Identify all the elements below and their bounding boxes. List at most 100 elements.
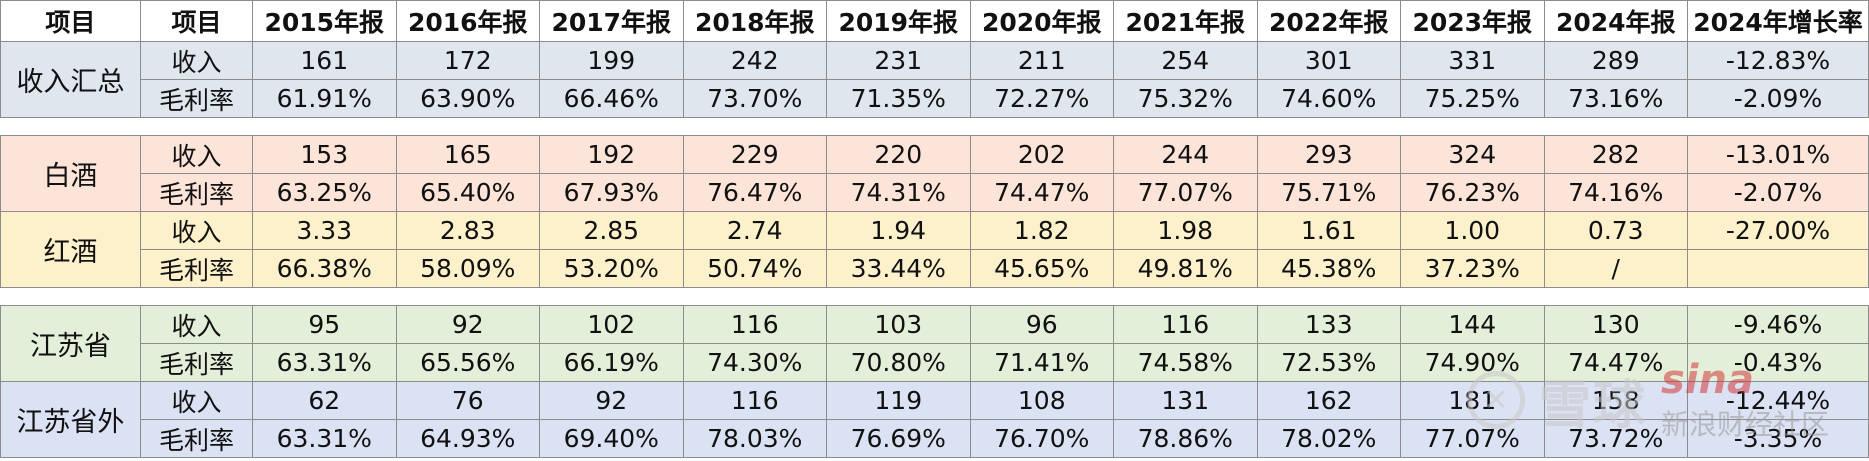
table-cell: 0.73 (1543, 211, 1689, 250)
table-cell: 65.56% (395, 343, 541, 382)
table-cell: 76 (395, 381, 541, 420)
group-name: 江苏省外 (0, 381, 141, 458)
spacer-row (0, 117, 1869, 136)
table-cell: 202 (969, 135, 1115, 174)
table-cell: 231 (826, 41, 971, 80)
table-cell: 119 (826, 381, 971, 420)
table-cell: 62 (252, 381, 397, 420)
table-cell: 64.93% (395, 419, 541, 458)
table-cell: 65.40% (395, 173, 541, 212)
header-item: 项目 (0, 0, 141, 42)
table-cell: 76.23% (1400, 173, 1545, 212)
growth-cell: -13.01% (1687, 135, 1869, 174)
row-label: 收入 (139, 381, 254, 420)
table-row: 白酒 收入 153 165 192 229 220 202 244 293 324 282 -13.01… (0, 135, 1869, 212)
table-row: 毛利率 61.91% 63.90% 66.46% 73.70% 71.35% 72.27% 7… (1, 79, 1869, 118)
growth-cell: -0.43% (1687, 343, 1869, 382)
table-cell: 130 (1543, 305, 1689, 344)
header-year: 2022年报 (1256, 0, 1402, 42)
table-cell: 162 (1256, 381, 1402, 420)
table-cell: 324 (1400, 135, 1545, 174)
table-row: 收入汇总 收入 161 172 199 242 231 211 254 301 331 289 -12.… (0, 41, 1869, 118)
header-row: 项目 项目 2015年报 2016年报 2017年报 2018年报 2019年报… (0, 0, 1869, 42)
table-cell: 282 (1543, 135, 1689, 174)
table-cell: 45.38% (1256, 249, 1402, 288)
table-cell: 72.27% (969, 79, 1115, 118)
header-year: 2023年报 (1400, 0, 1545, 42)
row-label: 收入 (139, 135, 254, 174)
spacer-row (0, 287, 1869, 306)
table-cell: 172 (395, 41, 541, 80)
table-cell: 33.44% (826, 249, 971, 288)
table-cell: 181 (1400, 381, 1545, 420)
table-cell: 77.07% (1400, 419, 1545, 458)
table-cell: / (1543, 249, 1689, 288)
table-cell: 66.46% (539, 79, 684, 118)
table-cell: 69.40% (539, 419, 684, 458)
group-name: 收入汇总 (0, 41, 141, 118)
table-row: 毛利率 63.31% 64.93% 69.40% 78.03% 76.69% 76.70% 7… (1, 419, 1869, 458)
table-cell: 158 (1543, 381, 1689, 420)
table-cell: 63.31% (252, 343, 397, 382)
table-cell: 53.20% (539, 249, 684, 288)
header-year: 2018年报 (682, 0, 828, 42)
table-cell: 96 (969, 305, 1115, 344)
table-cell: 71.35% (826, 79, 971, 118)
spacer-cell (0, 117, 1869, 136)
table-cell: 74.16% (1543, 173, 1689, 212)
table-cell: 73.16% (1543, 79, 1689, 118)
row-label: 毛利率 (139, 79, 254, 118)
group-name: 白酒 (0, 135, 141, 212)
table-cell: 108 (969, 381, 1115, 420)
table-cell: 73.70% (682, 79, 828, 118)
table-cell: 220 (826, 135, 971, 174)
table-cell: 153 (252, 135, 397, 174)
table-cell: 70.80% (826, 343, 971, 382)
table-cell: 192 (539, 135, 684, 174)
table-cell: 63.31% (252, 419, 397, 458)
table-cell: 2.85 (539, 211, 684, 250)
table-cell: 1.61 (1256, 211, 1402, 250)
table-cell: 1.00 (1400, 211, 1545, 250)
table-cell: 78.86% (1113, 419, 1258, 458)
table-cell: 3.33 (252, 211, 397, 250)
table-cell: 74.58% (1113, 343, 1258, 382)
table-cell: 71.41% (969, 343, 1115, 382)
table-cell: 77.07% (1113, 173, 1258, 212)
table-cell: 72.53% (1256, 343, 1402, 382)
table-row: 江苏省 收入 95 92 102 116 103 96 116 133 144 130 -9.46% (0, 305, 1869, 382)
group-name: 红酒 (0, 211, 141, 288)
group-name: 江苏省 (0, 305, 141, 382)
table-cell: 144 (1400, 305, 1545, 344)
header-year: 2019年报 (826, 0, 971, 42)
table-row: 红酒 收入 3.33 2.83 2.85 2.74 1.94 1.82 1.98 1.61 1.00… (0, 211, 1869, 288)
table-cell: 37.23% (1400, 249, 1545, 288)
growth-cell: -12.83% (1687, 41, 1869, 80)
table-cell: 289 (1543, 41, 1689, 80)
growth-cell: -12.44% (1687, 381, 1869, 420)
table-cell: 131 (1113, 381, 1258, 420)
header-item: 项目 (139, 0, 254, 42)
table-cell: 92 (539, 381, 684, 420)
table-cell: 242 (682, 41, 828, 80)
table-cell: 49.81% (1113, 249, 1258, 288)
table-cell: 58.09% (395, 249, 541, 288)
row-label: 收入 (139, 211, 254, 250)
table-cell: 78.02% (1256, 419, 1402, 458)
table-cell: 74.60% (1256, 79, 1402, 118)
table-cell: 102 (539, 305, 684, 344)
table-cell: 76.70% (969, 419, 1115, 458)
header-year: 2015年报 (252, 0, 397, 42)
table-cell: 61.91% (252, 79, 397, 118)
growth-cell: -2.09% (1687, 79, 1869, 118)
table-cell: 74.47% (969, 173, 1115, 212)
table-cell: 74.30% (682, 343, 828, 382)
table-cell: 229 (682, 135, 828, 174)
table-cell: 66.38% (252, 249, 397, 288)
header-growth: 2024年增长率 (1687, 0, 1869, 42)
table-cell: 161 (252, 41, 397, 80)
table-cell: 75.32% (1113, 79, 1258, 118)
table-cell: 254 (1113, 41, 1258, 80)
header-year: 2020年报 (969, 0, 1115, 42)
